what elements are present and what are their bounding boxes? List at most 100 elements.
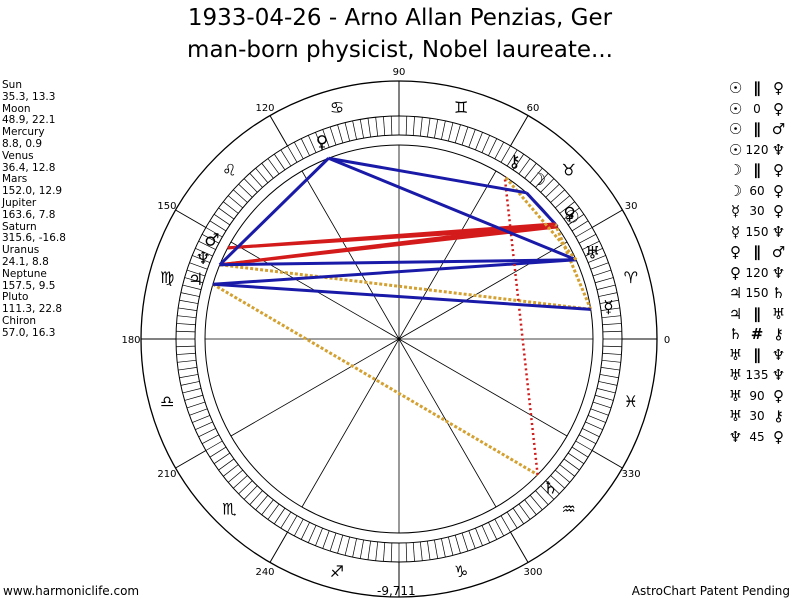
- aspect-planet-glyph: ☉: [728, 140, 743, 159]
- planet-glyph-pluto: ♀: [316, 132, 328, 152]
- degree-tick: [179, 374, 199, 379]
- aspect-planet-glyph: ☽: [728, 161, 743, 180]
- house-spoke: [301, 338, 400, 508]
- aspect-planet-glyph: ☿: [730, 202, 741, 221]
- degree-tick: [205, 227, 223, 238]
- degree-tick: [307, 135, 317, 153]
- planet-glyph-jupiter: ♃: [188, 270, 203, 290]
- degree-tick: [218, 458, 235, 471]
- aspect-planet-glyph: ♀: [773, 427, 784, 446]
- degree-tick: [184, 277, 203, 284]
- aspect-row: ♆ 45 ♀: [726, 427, 788, 448]
- planet-glyph-moon: ☽: [531, 170, 546, 190]
- aspect-planet-glyph: ☽: [728, 181, 743, 200]
- aspect-type: 120: [745, 265, 769, 280]
- planet-name-moon: Moon: [2, 102, 31, 115]
- aspect-planet-glyph: ♂: [771, 243, 786, 262]
- degree-tick: [238, 480, 253, 495]
- aspect-planet-glyph: ♆: [771, 366, 786, 385]
- aspect-planet-glyph: ♀: [730, 243, 741, 262]
- degree-tick: [315, 132, 323, 150]
- house-spoke: [301, 170, 400, 340]
- degree-tick: [592, 401, 612, 409]
- aspect-planet-glyph: ☉: [728, 79, 743, 98]
- degree-tick: [550, 189, 565, 203]
- aspect-planet-glyph: ☉: [728, 99, 743, 118]
- degree-tick: [494, 518, 505, 537]
- degree-tick: [518, 158, 531, 175]
- degree-tick: [590, 408, 609, 416]
- planet-values-uranus: 24.1, 8.8: [2, 255, 49, 268]
- aspect-row: ☿ 150 ♆: [726, 222, 788, 243]
- aspect-row: ♄ # ⚷: [726, 324, 788, 345]
- degree-tick: [434, 539, 439, 559]
- sign-division: [175, 209, 207, 228]
- planet-glyph-venus: ♀: [563, 204, 575, 224]
- degree-tick: [375, 541, 379, 561]
- degree-tick: [441, 120, 446, 140]
- planet-name-pluto: Pluto: [2, 291, 29, 304]
- degree-tick: [599, 374, 619, 379]
- aspect-row: ♅ ∥ ♆: [726, 345, 788, 366]
- planet-glyph-neptune: ♆: [196, 249, 211, 269]
- degree-tick: [602, 352, 622, 355]
- degree-tick: [559, 464, 575, 477]
- degree-label: 180: [121, 335, 140, 346]
- aspect-planet-glyph: ♅: [728, 345, 743, 364]
- degree-label: 120: [255, 103, 274, 114]
- degree-tick: [213, 452, 231, 464]
- degree-tick: [322, 129, 330, 148]
- degree-tick: [280, 511, 292, 529]
- degree-tick: [590, 262, 609, 270]
- aspect-planet-glyph: ♀: [773, 386, 784, 405]
- degree-tick: [441, 538, 446, 558]
- degree-tick: [177, 359, 197, 363]
- degree-tick: [468, 530, 476, 549]
- degree-tick: [344, 122, 350, 142]
- aspect-line: [218, 157, 330, 266]
- planet-glyph-uranus: ♅: [585, 243, 600, 263]
- chart-title-line-2: man-born physicist, Nobel laureate...: [187, 37, 613, 63]
- degree-tick: [555, 469, 571, 483]
- house-spoke: [398, 170, 497, 340]
- degree-tick: [307, 525, 317, 543]
- aspect-planet-glyph: ⚷: [773, 407, 784, 426]
- zodiac-sign-glyph: ♈: [624, 268, 638, 287]
- degree-tick: [475, 132, 483, 150]
- degree-tick: [255, 167, 269, 183]
- planet-name-neptune: Neptune: [2, 267, 47, 280]
- planet-name-uranus: Uranus: [2, 244, 40, 257]
- degree-tick: [571, 446, 589, 458]
- degree-tick: [205, 440, 223, 451]
- degree-tick: [555, 195, 571, 209]
- degree-tick: [218, 207, 235, 220]
- aspect-row: ☉ ∥ ♂: [726, 119, 788, 140]
- degree-tick: [427, 540, 431, 560]
- zodiac-sign-glyph: ♉: [562, 160, 576, 179]
- aspect-row: ♅ 90 ♀: [726, 386, 788, 407]
- aspect-planet-glyph: ♆: [771, 140, 786, 159]
- aspect-row: ☉ ∥ ♀: [726, 78, 788, 99]
- degree-tick: [293, 141, 304, 160]
- degree-tick: [596, 284, 616, 290]
- planet-values-chiron: 57.0, 16.3: [2, 326, 56, 339]
- aspect-row: ☿ 30 ♀: [726, 201, 788, 222]
- planet-position-list: Sun 35.3, 13.3 Moon 48.9, 22.1 Mercury 8.8, 0…: [2, 79, 66, 340]
- degree-tick: [367, 540, 371, 560]
- chart-title-line-1: 1933-04-26 - Arno Allan Penzias, Ger: [187, 5, 613, 31]
- degree-tick: [337, 535, 344, 554]
- aspect-row: ♅ 30 ⚷: [726, 406, 788, 427]
- degree-tick: [419, 541, 423, 561]
- planet-name-mars: Mars: [2, 173, 28, 186]
- degree-label: 90: [393, 67, 406, 78]
- degree-tick: [601, 359, 621, 363]
- aspect-row: ☽ 60 ♀: [726, 181, 788, 202]
- degree-tick: [575, 440, 593, 451]
- aspect-type: 90: [749, 388, 765, 403]
- planet-values-pluto: 111.3, 22.8: [2, 303, 63, 316]
- planet-name-jupiter: Jupiter: [2, 196, 37, 209]
- degree-tick: [189, 408, 208, 416]
- zodiac-sign-glyph: ♓: [624, 392, 638, 411]
- degree-tick: [600, 307, 620, 311]
- degree-tick: [535, 173, 549, 188]
